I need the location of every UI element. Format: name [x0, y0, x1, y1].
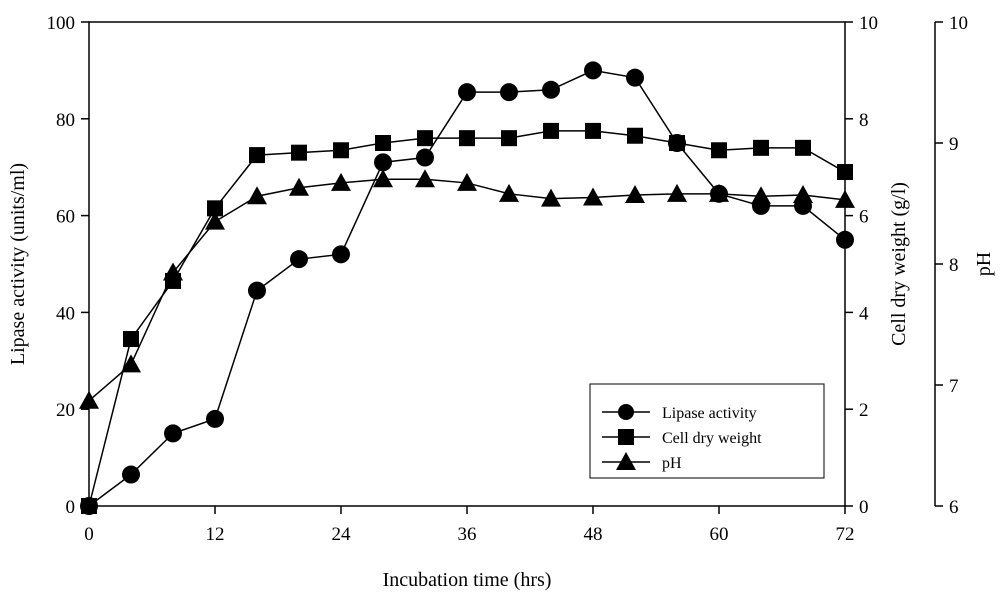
legend-item-lipase-activity: Lipase activity [602, 404, 757, 422]
cell-dry-weight-tick-label: 8 [859, 110, 869, 131]
ph-axis: 6 7 8 9 10 [934, 13, 968, 518]
cell-dry-weight-point [207, 200, 223, 217]
left-tick-label: 100 [47, 13, 76, 34]
legend-items: Lipase activity Cell dry weight pH [602, 404, 762, 472]
legend: Lipase activity Cell dry weight pH [589, 383, 825, 479]
ph-point [709, 183, 729, 202]
ph-point [625, 185, 645, 204]
legend-marker [616, 452, 636, 470]
ph-point [667, 183, 687, 202]
cell-dry-weight-tick-label: 10 [859, 13, 878, 34]
legend-item-cell-dry-weight: Cell dry weight [602, 429, 762, 447]
ph-point [205, 211, 225, 230]
lipase-activity-point [290, 250, 308, 269]
lipase-activity-point [626, 68, 644, 87]
legend-label: Cell dry weight [662, 430, 762, 447]
ph-tick-label: 7 [949, 376, 959, 397]
cell-dry-weight-tick-label: 4 [859, 303, 869, 324]
cell-dry-weight-point [543, 122, 559, 139]
cell-dry-weight-point [711, 142, 727, 159]
left-tick-label: 20 [56, 400, 75, 421]
cell-dry-weight-point [669, 135, 685, 151]
cell-dry-weight-point [333, 142, 349, 159]
left-y-axis: 0 20 40 60 80 100 [47, 13, 89, 518]
legend-marker [618, 429, 634, 445]
legend-label: Lipase activity [662, 405, 757, 422]
legend-item-ph: pH [602, 452, 682, 472]
x-tick-label: 12 [206, 524, 225, 545]
x-tick-label: 48 [584, 524, 603, 545]
cell-dry-weight-point [627, 127, 643, 144]
ph-point [415, 169, 435, 188]
x-tick-label: 72 [836, 524, 855, 545]
lipase-activity-point [206, 409, 224, 428]
left-tick-label: 80 [56, 110, 75, 131]
ph-axis-title: pH [973, 252, 995, 276]
cell-dry-weight-series [81, 122, 853, 514]
cell-dry-weight-tick-label: 0 [859, 497, 869, 518]
ph-point [121, 354, 141, 373]
ph-point [793, 185, 813, 204]
series-layer [79, 61, 855, 515]
cell-dry-weight-point [123, 331, 139, 348]
lipase-activity-point [374, 153, 392, 172]
lipase-activity-point [458, 83, 476, 102]
cell-dry-weight-tick-label: 2 [859, 400, 869, 421]
left-tick-label: 0 [66, 497, 76, 518]
legend-marker [618, 404, 634, 420]
cell-dry-weight-point [81, 498, 97, 514]
legend-label: pH [662, 455, 682, 472]
x-tick-label: 60 [710, 524, 729, 545]
lipase-axis-title: Lipase activity (units/ml) [7, 163, 29, 365]
ph-point [79, 390, 99, 409]
ph-point [457, 172, 477, 191]
cell-dry-weight-point [585, 122, 601, 139]
cell-dry-weight-point [417, 130, 433, 147]
lipase-activity-point [836, 230, 854, 249]
cell-dry-weight-point [795, 139, 811, 156]
cell-dry-weight-point [375, 135, 391, 151]
lipase-activity-point [500, 83, 518, 102]
x-axis: 0 12 24 36 48 60 72 [84, 506, 855, 545]
ph-series [79, 169, 855, 409]
ph-point [331, 172, 351, 191]
ph-point [751, 186, 771, 205]
ph-point [373, 169, 393, 188]
lipase-activity-point [416, 148, 434, 167]
ph-point [499, 183, 519, 202]
cell-dry-weight-point [837, 164, 853, 181]
lipase-activity-point [542, 80, 560, 99]
ph-tick-label: 6 [949, 497, 959, 518]
left-tick-label: 40 [56, 303, 75, 324]
lipase-activity-point [332, 245, 350, 264]
ph-tick-label: 8 [949, 255, 959, 276]
ph-point [835, 189, 855, 208]
lipase-activity-point [164, 424, 182, 443]
cell-dry-weight-point [249, 147, 265, 164]
cell-dry-weight-axis: 0 2 4 6 8 10 [845, 13, 878, 518]
ph-point [247, 186, 267, 205]
cell-dry-weight-point [753, 139, 769, 156]
cell-dry-weight-point [459, 130, 475, 147]
lipase-activity-point [122, 465, 140, 484]
x-axis-title: Incubation time (hrs) [383, 569, 552, 591]
cell-dry-weight-axis-title: Cell dry weight (g/l) [888, 182, 910, 346]
x-tick-label: 24 [332, 524, 352, 545]
ph-point [583, 187, 603, 206]
ph-point [289, 177, 309, 196]
cell-dry-weight-point [291, 144, 307, 161]
ph-tick-label: 10 [949, 13, 968, 34]
ph-point [541, 188, 561, 207]
ph-tick-label: 9 [949, 134, 959, 155]
cell-dry-weight-point [501, 130, 517, 147]
ph-point [163, 262, 183, 281]
lipase-activity-point [248, 281, 266, 300]
x-tick-label: 0 [84, 524, 94, 545]
lipase-activity-point [584, 61, 602, 80]
x-tick-label: 36 [458, 524, 477, 545]
left-tick-label: 60 [56, 207, 75, 228]
ph-line [88, 178, 846, 402]
cell-dry-weight-tick-label: 6 [859, 207, 869, 228]
